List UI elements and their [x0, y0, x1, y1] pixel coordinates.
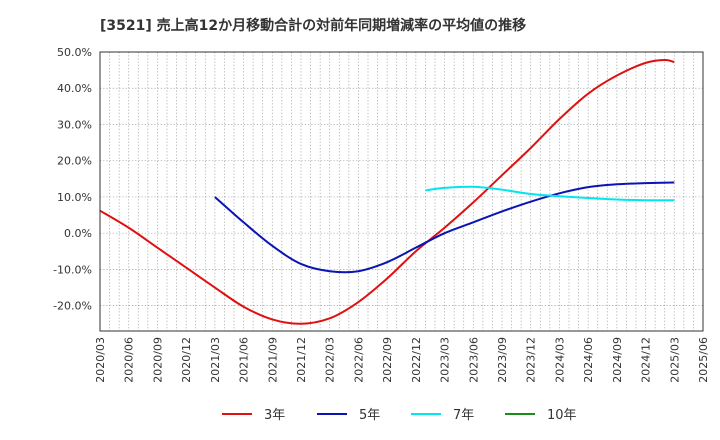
y-tick-label: 50.0%: [57, 46, 92, 59]
plot-area: [100, 52, 703, 331]
legend-label: 5年: [359, 408, 380, 423]
y-tick-label: 30.0%: [57, 118, 92, 131]
legend-label: 7年: [453, 408, 474, 423]
x-tick-label: 2020/06: [123, 337, 136, 383]
x-tick-label: 2022/12: [410, 337, 423, 383]
x-tick-label: 2022/03: [324, 337, 337, 383]
grid: [100, 51, 703, 331]
x-tick-label: 2024/06: [582, 337, 595, 383]
x-tick-label: 2024/03: [553, 337, 566, 383]
x-tick-label: 2023/06: [467, 337, 480, 383]
x-axis: 2020/03 2020/06 2020/09 2020/12 2021/03 2021/…: [94, 337, 710, 383]
x-tick-label: 2024/09: [611, 337, 624, 383]
x-tick-label: 2020/12: [180, 337, 193, 383]
x-tick-label: 2022/06: [352, 337, 365, 383]
x-tick-label: 2022/09: [381, 337, 394, 383]
x-tick-label: 2025/03: [668, 337, 681, 383]
legend-label: 3年: [264, 408, 285, 423]
y-axis: 50.0% 40.0% 30.0% 20.0% 10.0% 0.0% -10.0% -20.0…: [53, 46, 92, 313]
x-tick-label: 2025/06: [697, 337, 710, 383]
y-tick-label: 20.0%: [57, 155, 92, 168]
y-tick-label: 10.0%: [57, 191, 92, 204]
y-tick-label: 40.0%: [57, 82, 92, 95]
chart-title: [3521] 売上高12か月移動合計の対前年同期増減率の平均値の推移: [100, 17, 526, 34]
y-tick-label: 0.0%: [64, 227, 92, 240]
series-line-3年: [99, 58, 675, 325]
plot-frame: [99, 51, 704, 332]
x-tick-label: 2021/12: [295, 337, 308, 383]
x-tick-label: 2020/03: [94, 337, 107, 383]
legend: 3年 5年 7年 10年: [222, 408, 577, 423]
y-tick-label: -20.0%: [53, 300, 92, 313]
x-tick-label: 2020/09: [151, 337, 164, 383]
x-tick-label: 2023/03: [439, 337, 452, 383]
x-tick-label: 2021/03: [209, 337, 222, 383]
x-tick-label: 2023/12: [525, 337, 538, 383]
series-layer: [99, 58, 675, 325]
y-tick-label: -10.0%: [53, 263, 92, 276]
legend-label: 10年: [547, 408, 577, 423]
series-line-5年: [214, 181, 675, 274]
series-line-7年: [425, 185, 675, 202]
x-tick-label: 2021/09: [266, 337, 279, 383]
x-tick-label: 2023/09: [496, 337, 509, 383]
x-tick-label: 2021/06: [238, 337, 251, 383]
x-tick-label: 2024/12: [640, 337, 653, 383]
